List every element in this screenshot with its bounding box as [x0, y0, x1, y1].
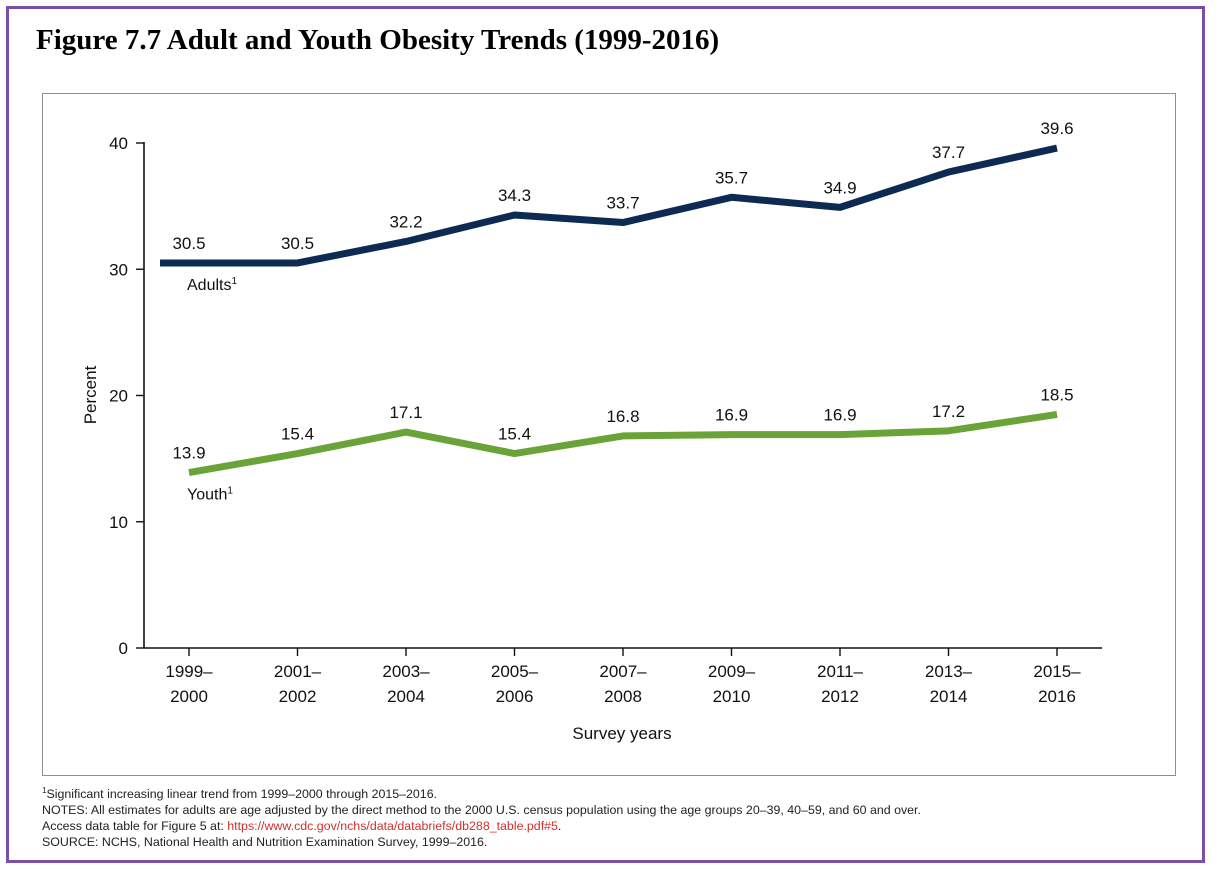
x-tick-label: 2013– [925, 662, 973, 681]
x-tick-label: 2005– [491, 662, 539, 681]
x-tick-label: 2003– [382, 662, 430, 681]
x-tick-label: 2016 [1038, 687, 1076, 706]
data-label: 17.2 [932, 402, 965, 421]
data-label: 18.5 [1040, 385, 1073, 404]
x-tick-label: 2000 [170, 687, 208, 706]
footnote-text: Significant increasing linear trend from… [46, 787, 438, 802]
data-table-link[interactable]: https://www.cdc.gov/nchs/data/databriefs… [227, 819, 558, 834]
x-tick-label: 2002 [279, 687, 317, 706]
chart-notes: 1Significant increasing linear trend fro… [42, 783, 1182, 850]
series-line-adults [160, 144, 1058, 267]
data-label: 16.8 [606, 407, 639, 426]
x-tick-label: 1999– [165, 662, 213, 681]
x-tick-label: 2015– [1033, 662, 1081, 681]
data-label: 15.4 [281, 425, 314, 444]
footnote-mark: 1 [42, 786, 47, 795]
chart-box [42, 93, 1176, 776]
y-axis-label: Percent [81, 365, 100, 424]
x-tick-label: 2007– [599, 662, 647, 681]
data-label: 39.6 [1040, 119, 1073, 138]
data-label: 34.3 [498, 186, 531, 205]
x-tick-label: 2014 [930, 687, 968, 706]
y-tick-label: 0 [119, 639, 128, 658]
data-label: 15.4 [498, 425, 531, 444]
x-tick-label: 2008 [604, 687, 642, 706]
data-label: 32.2 [389, 212, 422, 231]
data-label: 16.9 [715, 406, 748, 425]
x-tick-label: 2011– [817, 662, 864, 681]
access-line: Access data table for Figure 5 at: https… [42, 818, 1182, 834]
access-suffix: . [557, 819, 562, 834]
y-tick-label: 10 [109, 513, 128, 532]
notes-text: NOTES: All estimates for adults are age … [42, 803, 921, 818]
x-tick-label: 2010 [713, 687, 751, 706]
data-label: 33.7 [606, 194, 639, 213]
x-axis-label: Survey years [572, 724, 671, 743]
access-prefix: Access data table for Figure 5 at: [42, 819, 228, 834]
figure-frame [6, 6, 1205, 863]
series-name-youth: Youth1 [187, 486, 233, 504]
data-label: 37.7 [932, 143, 965, 162]
data-label: 17.1 [389, 403, 422, 422]
data-label: 13.9 [172, 444, 205, 463]
data-label: 16.9 [823, 406, 856, 425]
data-label: 35.7 [715, 168, 748, 187]
x-tick-label: 2006 [496, 687, 534, 706]
y-tick-label: 20 [109, 387, 128, 406]
x-tick-label: 2004 [387, 687, 425, 706]
series-name-adults: Adults1 [187, 276, 237, 294]
x-tick-label: 2009– [708, 662, 756, 681]
data-label: 30.5 [281, 234, 314, 253]
x-tick-label: 2012 [821, 687, 859, 706]
y-tick-label: 30 [109, 260, 128, 279]
source-text: SOURCE: NCHS, National Health and Nutrit… [42, 835, 488, 850]
data-label: 34.9 [823, 178, 856, 197]
x-tick-label: 2001– [274, 662, 322, 681]
series-line-youth [188, 410, 1058, 476]
footnote: 1Significant increasing linear trend fro… [42, 783, 1182, 802]
data-label: 30.5 [172, 234, 205, 253]
y-tick-label: 40 [109, 134, 128, 153]
figure-title: Figure 7.7 Adult and Youth Obesity Trend… [36, 24, 720, 56]
